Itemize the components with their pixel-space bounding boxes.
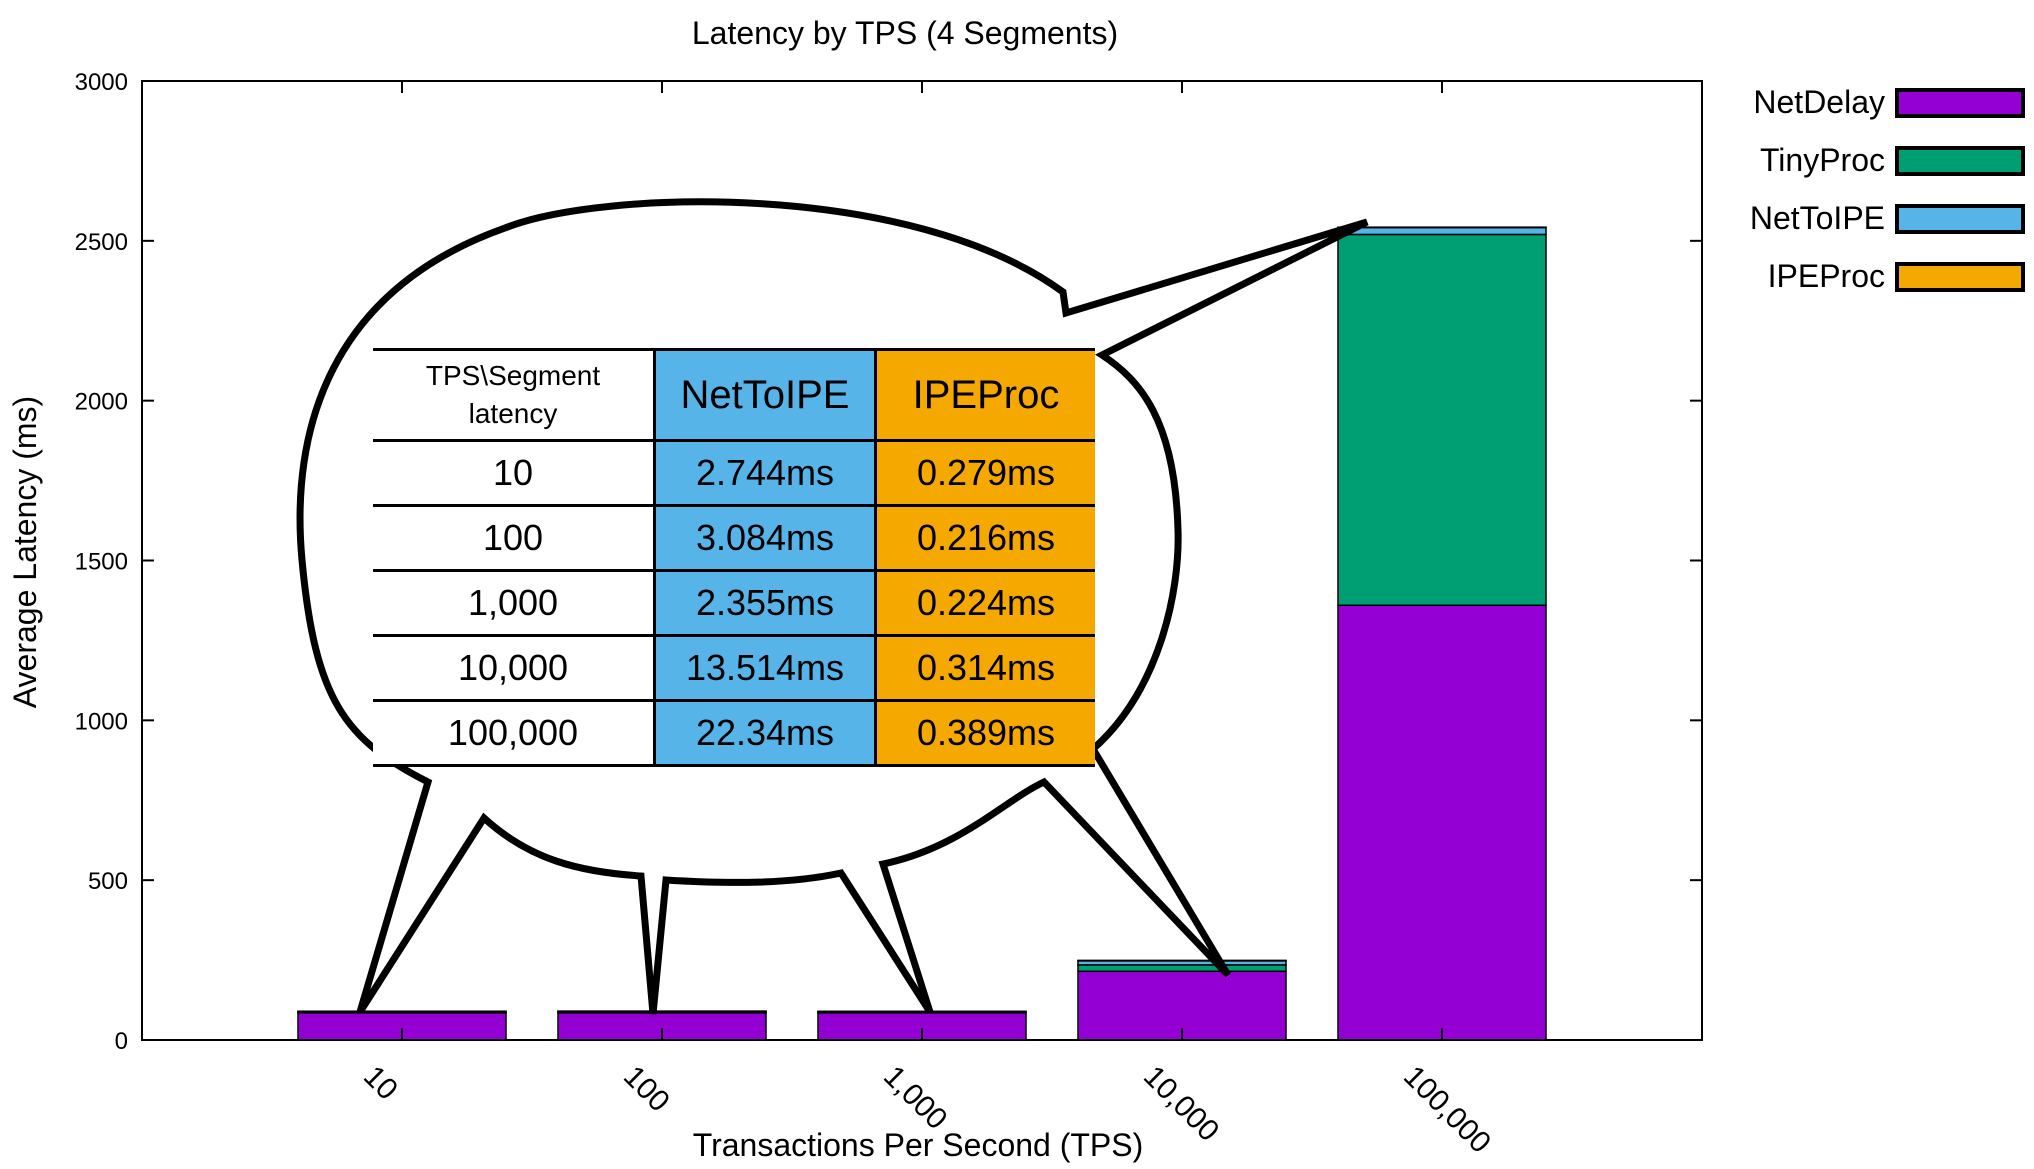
row-nettoipe: 22.34ms [654,700,877,767]
row-ipeproc: 0.224ms [875,570,1095,637]
bar-segment-ipeproc [557,1010,767,1013]
row-ipeproc: 0.279ms [875,440,1095,507]
row-tps: 100,000 [373,700,656,767]
bar-segment-ipeproc [817,1010,1027,1013]
inset-table: TPS\Segment latency NetToIPE IPEProc 10 … [373,348,1095,767]
legend-swatch [1895,88,2025,118]
table-row: 100,000 22.34ms 0.389ms [373,700,1095,767]
legend-label: TinyProc [1759,142,1885,178]
y-tick-label: 2000 [75,389,128,416]
row-nettoipe: 13.514ms [654,635,877,702]
legend-swatch [1895,204,2025,234]
row-nettoipe: 2.744ms [654,440,877,507]
legend-item: NetDelay [1680,80,2025,138]
x-tick-label: 100,000 [1397,1060,1497,1160]
legend-item: IPEProc [1680,254,2025,312]
row-nettoipe: 2.355ms [654,570,877,637]
y-tick-label: 0 [115,1028,128,1055]
bar-segment-tinyproc [1337,233,1547,607]
x-tick-label: 10,000 [1137,1060,1225,1148]
x-tick-label: 1,000 [877,1060,953,1136]
header-line-2: latency [468,398,558,429]
bar-segment-netdelay [1337,604,1547,1041]
row-tps: 1,000 [373,570,656,637]
table-header-row: TPS\Segment latency NetToIPE IPEProc [373,348,1095,442]
y-tick-label: 1500 [75,549,128,576]
header-cell-tps-segment: TPS\Segment latency [373,348,656,442]
bar-segment-ipeproc [1077,959,1287,962]
legend-label: NetToIPE [1749,200,1885,236]
bar-segment-tinyproc [1077,964,1287,973]
legend-label: NetDelay [1753,84,1885,120]
legend-item: NetToIPE [1680,196,2025,254]
legend-item: TinyProc [1680,138,2025,196]
row-nettoipe: 3.084ms [654,505,877,572]
table-row: 100 3.084ms 0.216ms [373,505,1095,572]
legend-swatch [1895,146,2025,176]
table-row: 10 2.744ms 0.279ms [373,440,1095,507]
y-tick-label: 3000 [75,69,128,96]
bar-segment-ipeproc [297,1010,507,1013]
header-cell-nettoipe: NetToIPE [654,348,877,442]
y-tick-label: 500 [88,868,128,895]
row-tps: 100 [373,505,656,572]
table-row: 1,000 2.355ms 0.224ms [373,570,1095,637]
row-ipeproc: 0.314ms [875,635,1095,702]
bar-segment-ipeproc [1337,226,1547,229]
row-ipeproc: 0.389ms [875,700,1095,767]
table-row: 10,000 13.514ms 0.314ms [373,635,1095,702]
header-cell-ipeproc: IPEProc [875,348,1095,442]
x-axis-label: Transactions Per Second (TPS) [693,1127,1144,1163]
chart-title: Latency by TPS (4 Segments) [692,15,1118,51]
legend-swatch [1895,262,2025,292]
y-axis-label: Average Latency (ms) [7,396,43,708]
header-line-1: TPS\Segment [425,360,601,391]
x-tick-label: 100 [617,1060,676,1119]
y-tick-label: 2500 [75,229,128,256]
legend: NetDelay TinyProc NetToIPE IPEProc [1680,80,2025,312]
legend-label: IPEProc [1767,258,1885,294]
row-tps: 10 [373,440,656,507]
row-tps: 10,000 [373,635,656,702]
y-tick-label: 1000 [75,708,128,735]
row-ipeproc: 0.216ms [875,505,1095,572]
x-tick-label: 10 [357,1060,404,1107]
